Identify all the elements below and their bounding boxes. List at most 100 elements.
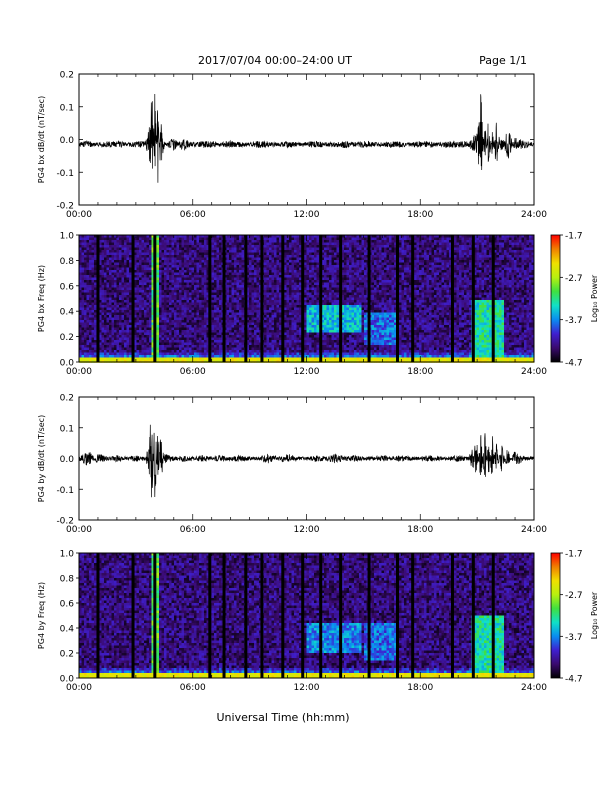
spectrogram-cell (179, 253, 182, 256)
spectrogram-cell (139, 295, 142, 298)
spectrogram-cell (147, 300, 150, 303)
spectrogram-cell (184, 238, 187, 241)
spectrogram-cell (104, 315, 107, 318)
spectrogram-cell (139, 340, 142, 343)
spectrogram-cell (137, 325, 140, 328)
spectrogram-cell (179, 293, 182, 296)
spectrogram-cell (147, 278, 150, 281)
spectrogram-cell (162, 350, 165, 353)
spectrogram-cell (114, 268, 117, 271)
spectrogram-cell (164, 293, 167, 296)
spectrogram-cell (137, 320, 140, 323)
spectrogram-cell (187, 343, 190, 346)
spectrogram-cell (184, 263, 187, 266)
spectrogram-cell (127, 265, 130, 268)
spectrogram-cell (164, 260, 167, 263)
spectrogram-cell (114, 265, 117, 268)
spectrogram-cell (127, 285, 130, 288)
spectrogram-cell (202, 258, 205, 261)
spectrogram-cell (202, 253, 205, 256)
spectrogram-cell (179, 260, 182, 263)
spectrogram-cell (149, 238, 152, 241)
spectrogram-cell (174, 263, 177, 266)
spectrogram-cell (167, 260, 170, 263)
spectrogram-cell (127, 245, 130, 248)
spectrogram-cell (184, 323, 187, 326)
spectrogram-cell (172, 243, 175, 246)
spectrogram-cell (194, 340, 197, 343)
spectrogram-cell (122, 293, 125, 296)
spectrogram-cell (102, 263, 105, 266)
spectrogram-cell (194, 330, 197, 333)
spectrogram-cell (92, 303, 95, 306)
spectrogram-cell (92, 358, 95, 361)
spectrogram-cell (192, 283, 195, 286)
spectrogram-cell (162, 310, 165, 313)
spectrogram-cell (194, 280, 197, 283)
spectrogram-cell (114, 340, 117, 343)
spectrogram-cell (172, 273, 175, 276)
spectrogram-cell (194, 315, 197, 318)
spectrogram-cell (112, 340, 115, 343)
spectrogram-cell (129, 340, 132, 343)
spectrogram-cell (197, 293, 200, 296)
spectrogram-cell (149, 245, 152, 248)
spectrogram-cell (89, 335, 92, 338)
spectrogram-cell (142, 308, 145, 311)
spectrogram-cell (147, 358, 150, 361)
spectrogram-cell (197, 340, 200, 343)
spectrogram-cell (172, 313, 175, 316)
spectrogram-cell (192, 273, 195, 276)
spectrogram-cell (94, 333, 97, 336)
spectrogram-cell (104, 255, 107, 258)
spectrogram-cell (112, 255, 115, 258)
spectrogram-cell (129, 285, 132, 288)
spectrogram-cell (137, 240, 140, 243)
spectrogram-cell (137, 253, 140, 256)
spectrogram-cell (172, 290, 175, 293)
spectrogram-cell (194, 248, 197, 251)
spectrogram-cell (82, 350, 85, 353)
spectrogram-cell (179, 338, 182, 341)
spectrogram-cell (94, 270, 97, 273)
spectrogram-cell (139, 298, 142, 301)
spectrogram-cell (102, 303, 105, 306)
spectrogram-cell (177, 353, 180, 356)
spectrogram-cell (139, 308, 142, 311)
spectrogram-cell (119, 315, 122, 318)
spectrogram-cell (187, 260, 190, 263)
spectrogram-cell (179, 273, 182, 276)
spectrogram-cell (162, 258, 165, 261)
spectrogram-cell (199, 238, 202, 241)
spectrogram-cell (149, 278, 152, 281)
spectrogram-cell (102, 300, 105, 303)
spectrogram-cell (112, 320, 115, 323)
spectrogram-cell (169, 285, 172, 288)
spectrogram-cell (182, 263, 185, 266)
spectrogram-cell (137, 310, 140, 313)
spectrogram-cell (174, 250, 177, 253)
spectrogram-cell (199, 295, 202, 298)
spectrogram-cell (164, 288, 167, 291)
spectrogram-cell (139, 330, 142, 333)
spectrogram-cell (112, 270, 115, 273)
spectrogram-cell (84, 303, 87, 306)
spectrogram-cell (162, 238, 165, 241)
spectrogram-cell (142, 350, 145, 353)
spectrogram-cell (169, 255, 172, 258)
spectrogram-cell (197, 328, 200, 331)
spectrogram-cell (147, 315, 150, 318)
spectrogram-cell (114, 298, 117, 301)
spectrogram-cell (82, 248, 85, 251)
spectrogram-cell (107, 293, 110, 296)
spectrogram-cell (149, 300, 152, 303)
spectrogram-cell (117, 295, 120, 298)
spectrogram-cell (127, 293, 130, 296)
spectrogram-cell (127, 305, 130, 308)
spectrogram-cell (107, 270, 110, 273)
spectrogram-cell (192, 353, 195, 356)
spectrogram-cell (127, 268, 130, 271)
spectrogram-cell (89, 355, 92, 358)
spectrogram-cell (82, 288, 85, 291)
spectrogram-cell (107, 333, 110, 336)
